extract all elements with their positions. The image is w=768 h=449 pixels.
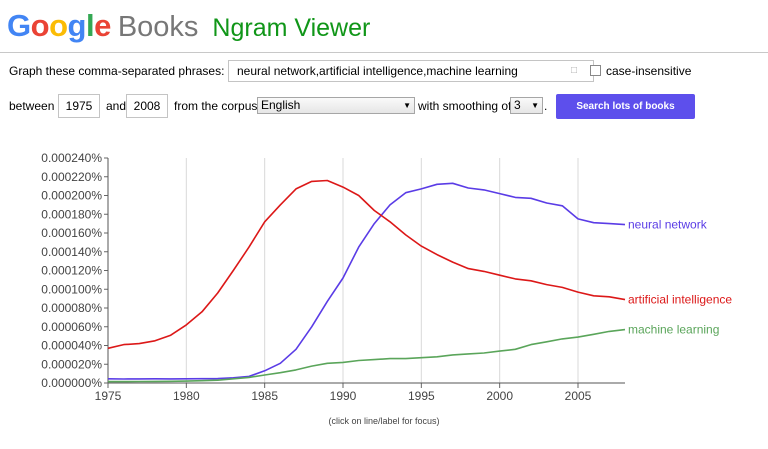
y-tick-label: 0.000100% (41, 282, 102, 296)
y-tick-label: 0.000240% (41, 151, 102, 165)
x-tick-label: 2005 (565, 389, 592, 403)
x-tick-label: 1980 (173, 389, 200, 403)
y-tick-label: 0.000120% (41, 264, 102, 278)
page-title: Ngram Viewer (212, 14, 371, 42)
series-label-artificial-intelligence[interactable]: artificial intelligence (628, 293, 732, 307)
logo-letter: l (85, 8, 95, 43)
corpus-label: from the corpus (174, 99, 258, 113)
y-tick-label: 0.000060% (41, 320, 102, 334)
x-tick-label: 1995 (408, 389, 435, 403)
between-label: between (9, 99, 55, 113)
header-divider (0, 52, 768, 53)
phrase-expand-icon[interactable]: □ (571, 65, 578, 76)
series-label-machine-learning[interactable]: machine learning (628, 323, 719, 337)
x-tick-label: 2000 (486, 389, 513, 403)
start-year-input[interactable] (58, 94, 100, 118)
and-label: and (106, 99, 127, 113)
logo-letter: o (30, 8, 50, 43)
options-row: between and from the corpus English ▼ wi… (9, 94, 768, 120)
corpus-select[interactable]: English ▼ (257, 97, 415, 114)
chevron-down-icon: ▼ (403, 101, 411, 110)
google-books-logo[interactable]: Google Books Ngram Viewer (7, 8, 370, 44)
phrases-row: Graph these comma-separated phrases: □ c… (9, 60, 768, 86)
google-wordmark: Google (7, 8, 111, 44)
logo-letter: e (94, 8, 111, 43)
y-tick-label: 0.000020% (41, 357, 102, 371)
series-line-neural-network[interactable] (107, 182, 626, 380)
smoothing-select[interactable]: 3 ▼ (510, 97, 543, 114)
chart-footnote: (click on line/label for focus) (328, 416, 440, 426)
y-tick-label: 0.000040% (41, 339, 102, 353)
y-tick-label: 0.000200% (41, 189, 102, 203)
y-tick-label: 0.000000% (41, 376, 102, 390)
phrases-input[interactable] (229, 61, 567, 81)
smoothing-label: with smoothing of (418, 99, 512, 113)
logo-letter: G (7, 8, 31, 43)
x-tick-label: 1975 (95, 389, 122, 403)
x-tick-label: 1990 (330, 389, 357, 403)
y-tick-label: 0.000160% (41, 226, 102, 240)
smoothing-value: 3 (514, 98, 521, 112)
smoothing-period: . (544, 99, 548, 113)
y-tick-label: 0.000080% (41, 301, 102, 315)
x-tick-label: 1985 (251, 389, 278, 403)
y-tick-label: 0.000140% (41, 245, 102, 259)
series-label-neural-network[interactable]: neural network (628, 218, 708, 232)
logo-letter: g (67, 8, 87, 43)
series-line-machine-learning[interactable] (108, 328, 626, 383)
search-button[interactable]: Search lots of books (556, 94, 695, 119)
case-insensitive-checkbox[interactable] (590, 65, 601, 76)
logo-letter: o (49, 8, 68, 43)
chevron-down-icon: ▼ (531, 101, 539, 110)
case-insensitive-label[interactable]: case-insensitive (606, 64, 692, 78)
end-year-input[interactable] (126, 94, 168, 118)
y-tick-label: 0.000220% (41, 170, 102, 184)
phrases-label: Graph these comma-separated phrases: (9, 64, 225, 78)
series-line-artificial-intelligence[interactable] (107, 179, 626, 350)
corpus-value: English (261, 98, 301, 112)
phrases-field[interactable]: □ (228, 60, 594, 82)
books-wordmark: Books (117, 11, 199, 43)
y-tick-label: 0.000180% (41, 207, 102, 221)
